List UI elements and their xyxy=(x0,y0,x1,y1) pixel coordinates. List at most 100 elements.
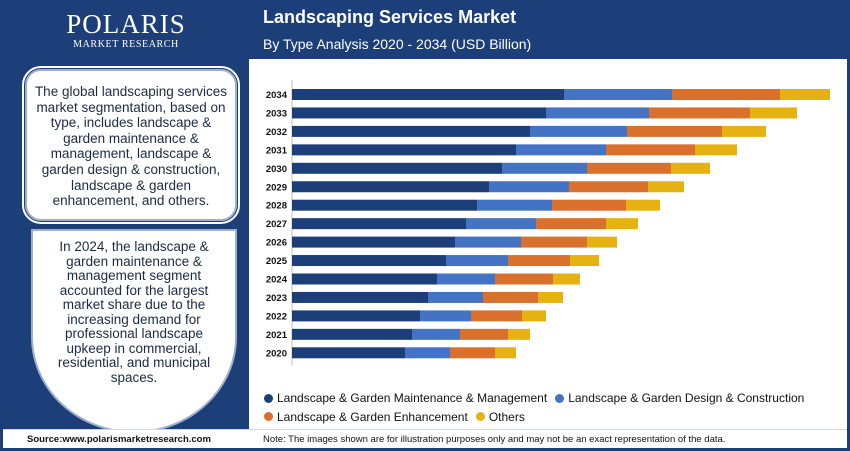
bar-segment-2021-series-0 xyxy=(292,328,412,340)
legend-dot-icon xyxy=(475,412,485,421)
y-tick-label: 2031 xyxy=(266,145,288,156)
bar-segment-2022-series-0 xyxy=(292,310,420,322)
legend-item-0: Landscape & Garden Maintenance & Managem… xyxy=(264,389,547,407)
y-tick-label: 2034 xyxy=(266,90,288,101)
y-tick-label: 2030 xyxy=(266,164,287,175)
bar-segment-2025-series-1 xyxy=(446,255,508,267)
bar-segment-2020-series-3 xyxy=(495,347,516,359)
segmentation-info-box: The global landscaping services market s… xyxy=(22,66,240,224)
y-tick-label: 2027 xyxy=(266,219,287,230)
bar-segment-2026-series-1 xyxy=(455,236,521,248)
legend-item-2: Landscape & Garden Enhancement xyxy=(264,408,468,426)
logo-sub-text: MARKET RESEARCH xyxy=(73,39,179,50)
y-tick-label: 2026 xyxy=(266,238,287,249)
bar-segment-2020-series-2 xyxy=(450,347,495,359)
y-tick-label: 2029 xyxy=(266,182,287,193)
bar-segment-2021-series-1 xyxy=(412,328,460,340)
bar-segment-2024-series-2 xyxy=(495,273,553,285)
y-tick-label: 2028 xyxy=(266,201,287,212)
source-text: Source:www.polarismarketresearch.com xyxy=(27,434,211,445)
bar-segment-2024-series-1 xyxy=(437,273,495,285)
y-tick-label: 2022 xyxy=(266,311,287,322)
bar-segment-2032-series-1 xyxy=(530,125,627,137)
y-tick-label: 2024 xyxy=(266,275,288,286)
bar-segment-2023-series-3 xyxy=(538,291,563,303)
bar-segment-2027-series-3 xyxy=(606,218,638,230)
bar-segment-2033-series-1 xyxy=(546,107,649,119)
bar-segment-2028-series-3 xyxy=(626,199,660,211)
bar-segment-2031-series-2 xyxy=(606,144,695,156)
bar-segment-2027-series-2 xyxy=(536,218,606,230)
legend-dot-icon xyxy=(264,393,273,403)
y-tick-label: 2025 xyxy=(266,256,288,267)
bar-segment-2027-series-1 xyxy=(466,218,536,230)
left-panel: POLARIS MARKET RESEARCH The global lands… xyxy=(3,3,249,433)
bar-segment-2034-series-3 xyxy=(780,89,830,100)
chart-title: Landscaping Services Market xyxy=(263,7,517,27)
header-band xyxy=(249,3,847,59)
bar-segment-2025-series-2 xyxy=(508,255,570,267)
bar-segment-2023-series-0 xyxy=(292,291,428,303)
y-tick-label: 2033 xyxy=(266,108,287,119)
bar-segment-2029-series-0 xyxy=(292,181,489,193)
y-tick-label: 2020 xyxy=(266,348,287,359)
y-tick-label: 2023 xyxy=(266,293,287,304)
bar-segment-2034-series-2 xyxy=(672,89,780,100)
legend-label: Landscape & Garden Maintenance & Managem… xyxy=(277,391,548,405)
bar-segment-2024-series-0 xyxy=(292,273,437,285)
y-tick-label: 2021 xyxy=(266,330,288,341)
bar-segment-2031-series-1 xyxy=(516,144,606,156)
bar-segment-2022-series-3 xyxy=(522,310,546,322)
bar-segment-2031-series-3 xyxy=(695,144,737,156)
bar-segment-2032-series-2 xyxy=(627,125,722,137)
bar-segment-2026-series-0 xyxy=(292,236,455,248)
bar-segment-2029-series-2 xyxy=(569,181,648,193)
chart-legend: Landscape & Garden Maintenance & Managem… xyxy=(264,389,844,426)
bar-segment-2027-series-0 xyxy=(292,218,466,230)
bar-segment-2021-series-3 xyxy=(508,328,530,340)
brand-logo: POLARIS MARKET RESEARCH xyxy=(3,9,249,51)
bar-segment-2022-series-1 xyxy=(420,310,471,322)
bar-segment-2032-series-3 xyxy=(722,125,766,137)
legend-item-1: Landscape & Garden Design & Construction xyxy=(555,389,804,407)
bar-segment-2033-series-2 xyxy=(649,107,750,119)
bar-segment-2025-series-3 xyxy=(570,255,599,267)
legend-dot-icon xyxy=(555,393,565,403)
bar-segment-2024-series-3 xyxy=(553,273,580,285)
bar-segment-2030-series-3 xyxy=(671,162,710,174)
legend-label: Landscape & Garden Design & Construction xyxy=(568,391,805,405)
legend-label: Others xyxy=(488,409,525,424)
bar-segment-2026-series-3 xyxy=(587,236,617,248)
bar-segment-2021-series-2 xyxy=(460,328,508,340)
bar-segment-2020-series-0 xyxy=(292,347,405,359)
bar-segment-2028-series-0 xyxy=(292,199,477,211)
bar-segment-2032-series-0 xyxy=(292,125,530,137)
bar-segment-2033-series-0 xyxy=(292,107,546,119)
highlight-info-box: In 2024, the landscape & garden maintena… xyxy=(31,229,237,433)
bar-segment-2029-series-1 xyxy=(489,181,569,193)
legend-label: Landscape & Garden Enhancement xyxy=(277,409,468,424)
disclaimer-note: Note: The images shown are for illustrat… xyxy=(263,434,726,445)
segmentation-text: The global landscaping services market s… xyxy=(34,84,228,209)
bar-segment-2030-series-2 xyxy=(587,162,671,174)
bar-segment-2023-series-1 xyxy=(428,291,483,303)
logo-main-text: POLARIS xyxy=(66,9,186,39)
bar-segment-2028-series-1 xyxy=(477,199,552,211)
bar-segment-2034-series-1 xyxy=(564,89,672,100)
bar-segment-2026-series-2 xyxy=(521,236,587,248)
chart-svg: 2034 2033 2032 2031 2030 2029 2028 2027 2026 2025… xyxy=(266,80,830,366)
bar-segment-2020-series-1 xyxy=(405,347,450,359)
bar-segment-2031-series-0 xyxy=(292,144,516,156)
bar-segment-2022-series-2 xyxy=(471,310,522,322)
footer: Source:www.polarismarketresearch.com Not… xyxy=(3,429,847,448)
legend-item-3: Others xyxy=(475,408,525,426)
bar-segment-2030-series-1 xyxy=(502,162,587,174)
stacked-bar-chart: 2034 2033 2032 2031 2030 2029 2028 2027 2026 2025… xyxy=(255,80,840,370)
y-tick-label: 2032 xyxy=(266,127,287,138)
chart-subtitle: By Type Analysis 2020 - 2034 (USD Billio… xyxy=(263,36,532,52)
bar-segment-2023-series-2 xyxy=(483,291,538,303)
bar-segment-2030-series-0 xyxy=(292,162,502,174)
legend-dot-icon xyxy=(264,412,273,421)
highlight-text: In 2024, the landscape & garden maintena… xyxy=(57,239,211,385)
